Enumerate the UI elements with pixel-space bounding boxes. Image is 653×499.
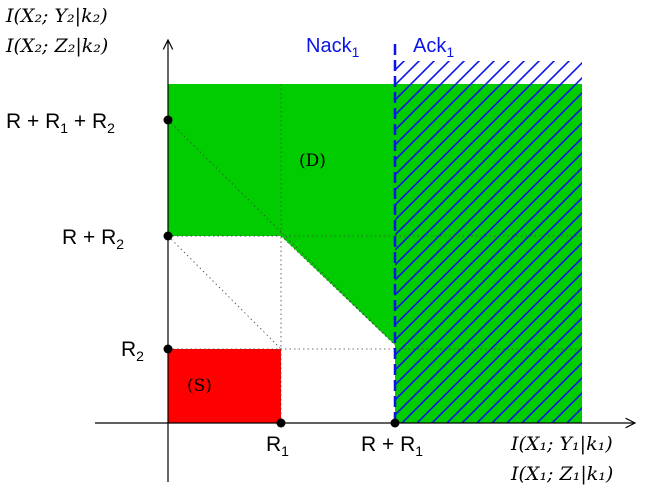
tick-dot-x-first [276, 418, 286, 428]
y-tick-top-label: R + R1 + R2 [6, 110, 115, 136]
region-d-label: (D) [299, 151, 326, 171]
tick-dot-y-middle [163, 231, 173, 241]
tick-dot-y-low [163, 344, 173, 354]
region-s-label: (S) [187, 376, 212, 396]
y-axis-label-line2: I(X₂; Z₂|k₂) [5, 35, 108, 57]
x-tick-second-label: R + R1 [361, 433, 423, 459]
y-tick-low-label: R2 [121, 338, 144, 364]
x-axis-label-line1: I(X₁; Y₁|k₁) [510, 433, 613, 455]
guide-lines [167, 84, 582, 423]
x-tick-first-label: R1 [266, 433, 289, 459]
x-axis-label-line2: I(X₁; Z₁|k₁) [510, 463, 613, 485]
ack-hatch-region [395, 61, 582, 423]
nack-label: Nack1 [306, 35, 360, 60]
tick-dot-x-second [390, 418, 400, 428]
success-region [168, 349, 281, 423]
tick-dot-y-top [163, 115, 173, 125]
y-tick-middle-label: R + R2 [62, 226, 124, 252]
ack-label: Ack1 [413, 35, 454, 60]
y-axis-label-line1: I(X₂; Y₂|k₂) [5, 5, 108, 27]
